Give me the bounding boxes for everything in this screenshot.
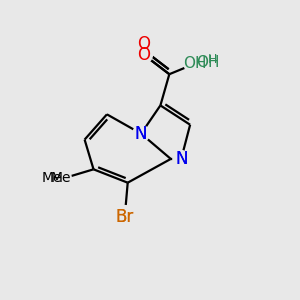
Text: OH: OH	[196, 55, 220, 70]
Text: OH: OH	[183, 56, 206, 71]
Text: N: N	[175, 150, 188, 168]
Circle shape	[173, 151, 190, 167]
Text: O: O	[138, 34, 151, 52]
Text: H: H	[208, 53, 217, 66]
Circle shape	[50, 168, 71, 189]
Circle shape	[113, 206, 136, 228]
Circle shape	[133, 125, 149, 142]
Text: Me: Me	[51, 171, 71, 185]
Text: O: O	[138, 46, 151, 64]
Circle shape	[184, 53, 205, 74]
Text: N: N	[175, 150, 188, 168]
Text: Me: Me	[42, 171, 62, 185]
Text: Br: Br	[116, 208, 134, 226]
Text: Br: Br	[116, 208, 134, 226]
Text: N: N	[135, 125, 147, 143]
Circle shape	[136, 46, 152, 63]
Text: N: N	[135, 125, 147, 143]
